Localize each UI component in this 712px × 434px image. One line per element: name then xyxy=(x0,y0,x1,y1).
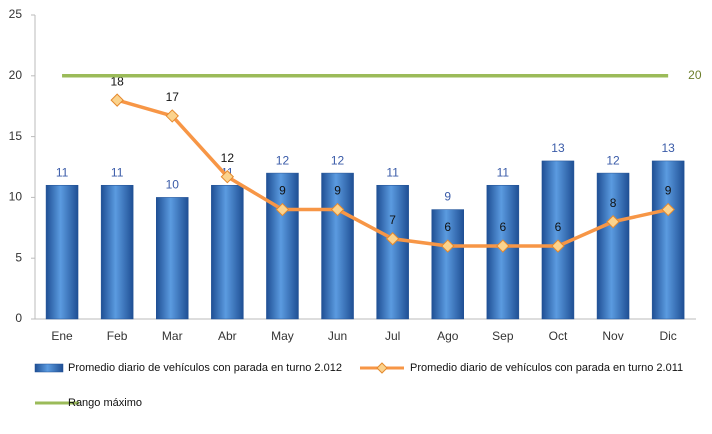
marker xyxy=(330,202,345,217)
bar xyxy=(431,209,464,320)
x-tick-label: May xyxy=(271,329,294,343)
legend-marker xyxy=(376,362,388,374)
data-label: 12 xyxy=(606,153,620,167)
bar xyxy=(596,172,630,320)
y-tick-label: 25 xyxy=(9,7,23,21)
x-tick-label: Jul xyxy=(385,329,400,343)
x-tick-label: Ene xyxy=(51,329,73,343)
marker xyxy=(110,93,124,107)
x-tick-label: Abr xyxy=(218,329,237,343)
bar xyxy=(45,184,79,320)
x-tick-label: Ago xyxy=(437,329,459,343)
data-label: 18 xyxy=(110,74,124,88)
data-label: 7 xyxy=(389,213,396,227)
y-tick-label: 5 xyxy=(15,250,22,264)
marker xyxy=(165,109,179,123)
data-label: 13 xyxy=(661,141,675,155)
data-label: 12 xyxy=(276,153,290,167)
x-tick-label: Feb xyxy=(107,329,128,343)
legend-label: Promedio diario de vehículos con parada … xyxy=(410,362,683,374)
legend-label: Rango máximo xyxy=(68,397,142,409)
data-label: 6 xyxy=(444,220,451,234)
bar xyxy=(211,184,244,320)
data-label: 11 xyxy=(497,165,510,179)
data-label: 9 xyxy=(279,184,286,198)
legend-swatch xyxy=(34,363,64,373)
marker xyxy=(606,215,620,229)
bar xyxy=(651,160,685,320)
bar xyxy=(321,172,354,320)
data-label: 6 xyxy=(555,220,562,234)
legend-label: Promedio diario de vehículos con parada … xyxy=(68,362,342,374)
x-tick-label: Mar xyxy=(162,329,183,343)
bar xyxy=(266,172,299,320)
bar xyxy=(100,184,134,320)
data-label: 11 xyxy=(386,165,399,179)
data-label: 20 xyxy=(688,68,702,82)
data-label: 11 xyxy=(56,165,69,179)
y-tick-label: 15 xyxy=(9,129,23,143)
marker xyxy=(496,239,510,253)
marker xyxy=(220,170,235,184)
x-tick-label: Sep xyxy=(492,329,514,343)
marker xyxy=(441,239,455,253)
data-label: 6 xyxy=(500,220,507,234)
y-tick-label: 0 xyxy=(15,311,22,325)
x-tick-label: Jun xyxy=(328,329,347,343)
data-label: 12 xyxy=(331,153,345,167)
y-tick-label: 10 xyxy=(9,190,23,204)
data-label: 13 xyxy=(551,141,565,155)
x-tick-label: Dic xyxy=(659,329,676,343)
data-label: 10 xyxy=(166,178,180,192)
marker xyxy=(661,202,675,217)
x-tick-label: Oct xyxy=(549,329,568,343)
data-label: 9 xyxy=(334,184,341,198)
x-tick-label: Nov xyxy=(602,329,623,343)
data-label: 11 xyxy=(111,165,124,179)
bar xyxy=(156,197,189,320)
marker xyxy=(551,239,565,253)
data-label: 9 xyxy=(665,184,672,198)
data-label: 17 xyxy=(166,90,180,104)
data-label: 8 xyxy=(610,196,617,210)
bar xyxy=(376,184,409,320)
y-tick-label: 20 xyxy=(9,68,23,82)
data-label: 9 xyxy=(444,190,451,204)
marker xyxy=(385,232,400,246)
data-label: 12 xyxy=(221,151,235,165)
marker xyxy=(275,202,290,217)
